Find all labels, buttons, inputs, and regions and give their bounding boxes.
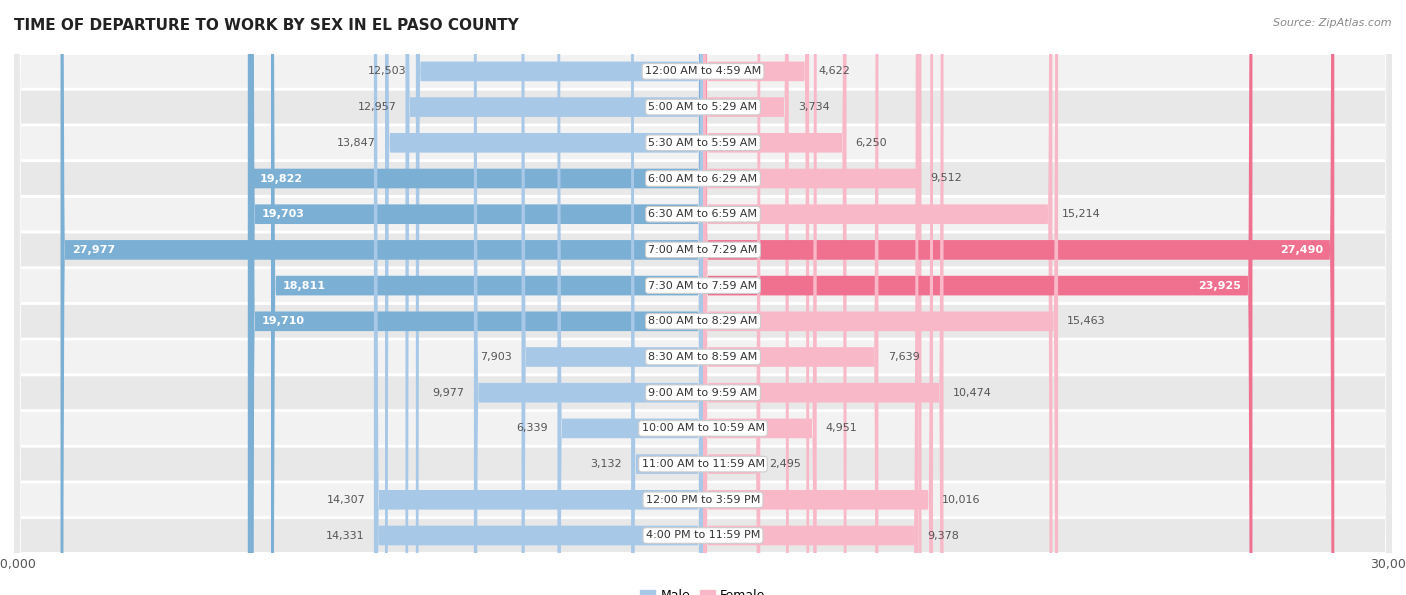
FancyBboxPatch shape (250, 0, 703, 595)
FancyBboxPatch shape (557, 0, 703, 595)
FancyBboxPatch shape (703, 0, 1334, 595)
Text: 8:30 AM to 8:59 AM: 8:30 AM to 8:59 AM (648, 352, 758, 362)
Text: 12:00 PM to 3:59 PM: 12:00 PM to 3:59 PM (645, 495, 761, 505)
FancyBboxPatch shape (703, 0, 1253, 595)
FancyBboxPatch shape (522, 0, 703, 595)
Text: 10,016: 10,016 (942, 495, 981, 505)
Text: 10:00 AM to 10:59 AM: 10:00 AM to 10:59 AM (641, 424, 765, 433)
FancyBboxPatch shape (703, 0, 879, 595)
Text: 6:30 AM to 6:59 AM: 6:30 AM to 6:59 AM (648, 209, 758, 219)
FancyBboxPatch shape (14, 0, 1392, 595)
FancyBboxPatch shape (703, 0, 934, 595)
Text: 12:00 AM to 4:59 AM: 12:00 AM to 4:59 AM (645, 67, 761, 76)
FancyBboxPatch shape (374, 0, 703, 595)
Text: Source: ZipAtlas.com: Source: ZipAtlas.com (1274, 18, 1392, 28)
Text: 23,925: 23,925 (1198, 281, 1241, 290)
Text: 14,307: 14,307 (326, 495, 366, 505)
FancyBboxPatch shape (631, 0, 703, 595)
FancyBboxPatch shape (703, 0, 1052, 595)
FancyBboxPatch shape (374, 0, 703, 595)
Text: 3,132: 3,132 (591, 459, 621, 469)
FancyBboxPatch shape (703, 0, 943, 595)
FancyBboxPatch shape (416, 0, 703, 595)
Text: 14,331: 14,331 (326, 531, 364, 540)
Text: 7,639: 7,639 (887, 352, 920, 362)
Text: 19,703: 19,703 (262, 209, 305, 219)
Text: 8:00 AM to 8:29 AM: 8:00 AM to 8:29 AM (648, 317, 758, 326)
Text: 11:00 AM to 11:59 AM: 11:00 AM to 11:59 AM (641, 459, 765, 469)
FancyBboxPatch shape (247, 0, 703, 595)
Text: 5:00 AM to 5:29 AM: 5:00 AM to 5:29 AM (648, 102, 758, 112)
FancyBboxPatch shape (14, 0, 1392, 595)
FancyBboxPatch shape (703, 0, 921, 595)
Text: 7:00 AM to 7:29 AM: 7:00 AM to 7:29 AM (648, 245, 758, 255)
FancyBboxPatch shape (703, 0, 1059, 595)
FancyBboxPatch shape (60, 0, 703, 595)
FancyBboxPatch shape (385, 0, 703, 595)
Text: 2,495: 2,495 (769, 459, 801, 469)
Text: 15,463: 15,463 (1067, 317, 1107, 326)
Text: 3,734: 3,734 (799, 102, 830, 112)
FancyBboxPatch shape (405, 0, 703, 595)
FancyBboxPatch shape (14, 0, 1392, 595)
FancyBboxPatch shape (703, 0, 808, 595)
FancyBboxPatch shape (14, 0, 1392, 595)
FancyBboxPatch shape (474, 0, 703, 595)
FancyBboxPatch shape (703, 0, 789, 595)
Text: 9,512: 9,512 (931, 174, 962, 183)
Text: 4,622: 4,622 (818, 67, 851, 76)
Text: 6:00 AM to 6:29 AM: 6:00 AM to 6:29 AM (648, 174, 758, 183)
Text: 12,957: 12,957 (357, 102, 396, 112)
Text: 4:00 PM to 11:59 PM: 4:00 PM to 11:59 PM (645, 531, 761, 540)
Text: 19,710: 19,710 (262, 317, 305, 326)
FancyBboxPatch shape (703, 0, 918, 595)
Text: 9,977: 9,977 (433, 388, 465, 397)
FancyBboxPatch shape (14, 0, 1392, 595)
FancyBboxPatch shape (271, 0, 703, 595)
Text: 5:30 AM to 5:59 AM: 5:30 AM to 5:59 AM (648, 138, 758, 148)
Text: 6,339: 6,339 (516, 424, 548, 433)
FancyBboxPatch shape (250, 0, 703, 595)
FancyBboxPatch shape (703, 0, 846, 595)
Text: 6,250: 6,250 (856, 138, 887, 148)
Text: 27,977: 27,977 (72, 245, 115, 255)
Text: 27,490: 27,490 (1279, 245, 1323, 255)
Text: 13,847: 13,847 (337, 138, 375, 148)
FancyBboxPatch shape (14, 0, 1392, 595)
Text: 7,903: 7,903 (481, 352, 512, 362)
Text: 19,822: 19,822 (259, 174, 302, 183)
FancyBboxPatch shape (703, 0, 817, 595)
FancyBboxPatch shape (14, 0, 1392, 595)
FancyBboxPatch shape (14, 0, 1392, 595)
FancyBboxPatch shape (14, 0, 1392, 595)
FancyBboxPatch shape (14, 0, 1392, 595)
FancyBboxPatch shape (14, 0, 1392, 595)
Text: 15,214: 15,214 (1062, 209, 1101, 219)
Text: 4,951: 4,951 (825, 424, 858, 433)
Text: 18,811: 18,811 (283, 281, 326, 290)
Text: 7:30 AM to 7:59 AM: 7:30 AM to 7:59 AM (648, 281, 758, 290)
Text: 9,378: 9,378 (928, 531, 959, 540)
Legend: Male, Female: Male, Female (636, 584, 770, 595)
FancyBboxPatch shape (14, 0, 1392, 595)
FancyBboxPatch shape (14, 0, 1392, 595)
FancyBboxPatch shape (14, 0, 1392, 595)
Text: TIME OF DEPARTURE TO WORK BY SEX IN EL PASO COUNTY: TIME OF DEPARTURE TO WORK BY SEX IN EL P… (14, 18, 519, 33)
Text: 10,474: 10,474 (953, 388, 991, 397)
FancyBboxPatch shape (703, 0, 761, 595)
Text: 9:00 AM to 9:59 AM: 9:00 AM to 9:59 AM (648, 388, 758, 397)
Text: 12,503: 12,503 (368, 67, 406, 76)
